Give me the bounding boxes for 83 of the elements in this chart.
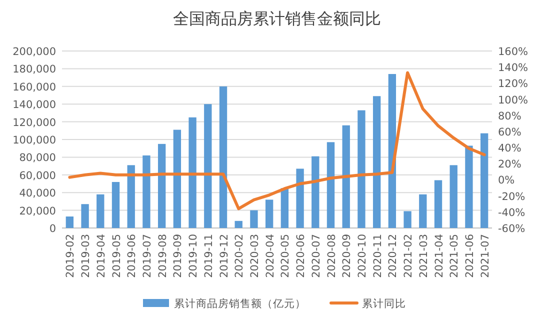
y2-tick-label: 160%: [498, 46, 528, 58]
y2-tick-label: -20%: [498, 190, 526, 203]
legend-label: 累计商品房销售额（亿元）: [174, 297, 306, 310]
line-series: [68, 71, 486, 210]
y-tick-label: 120,000: [12, 116, 56, 129]
x-tick-label: 2019-05: [110, 234, 123, 278]
bar: [265, 200, 274, 228]
bar: [142, 155, 150, 228]
bar: [296, 168, 304, 228]
y-tick-label: 0: [49, 223, 56, 235]
x-tick-label: 2020-04: [264, 234, 276, 278]
bar: [326, 142, 335, 228]
x-tick-label: 2021-05: [448, 234, 461, 278]
bar: [112, 182, 120, 228]
legend-label: 累计同比: [362, 297, 406, 310]
x-tick-label: 2020-06: [295, 234, 308, 278]
x-tick-label: 2019-08: [156, 234, 169, 278]
y2-tick-label: 120%: [498, 78, 528, 90]
x-tick-label: 2021-04: [433, 234, 446, 278]
bar: [280, 188, 289, 228]
x-tick-label: 2020-08: [326, 234, 338, 278]
x-tick-label: 2020-05: [280, 234, 292, 278]
y2-tick-label: 40%: [498, 142, 522, 155]
bar: [404, 211, 412, 228]
bar: [388, 74, 396, 228]
bar: [419, 194, 427, 228]
bar: [219, 86, 228, 228]
bar: [434, 180, 442, 228]
x-tick-label: 2019-04: [95, 234, 108, 278]
y2-tick-label: 20%: [498, 158, 522, 171]
x-tick-label: 2020-07: [310, 234, 322, 278]
x-tick-label: 2019-12: [218, 234, 230, 278]
y2-tick-label: 80%: [498, 110, 522, 122]
bar: [250, 210, 258, 228]
bar: [342, 125, 350, 228]
bar: [188, 117, 196, 228]
y-tick-label: 180,000: [12, 64, 56, 76]
x-tick-label: 2019-11: [202, 234, 215, 278]
x-tick-label: 2020-10: [356, 234, 368, 278]
bar: [358, 110, 366, 228]
y-tick-label: 60,000: [19, 170, 56, 182]
x-tick-label: 2019-02: [64, 234, 77, 278]
bar: [158, 144, 166, 228]
bar: [312, 156, 320, 228]
bar: [66, 216, 74, 228]
bar: [465, 146, 473, 228]
x-tick-label: 2020-09: [341, 234, 354, 278]
x-tick-label: 2019-09: [172, 234, 184, 278]
x-tick-label: 2020-02: [234, 234, 246, 278]
y2-tick-label: -40%: [498, 206, 526, 219]
y2-tick-label: 0%: [498, 174, 515, 187]
y2-tick-label: -60%: [498, 223, 526, 235]
bar: [81, 204, 89, 228]
y-tick-label: 80,000: [19, 152, 56, 164]
x-tick-label: 2021-07: [479, 234, 492, 278]
bar: [96, 194, 104, 228]
y2-tick-label: 140%: [498, 62, 528, 74]
x-tick-label: 2021-03: [418, 234, 430, 278]
y-tick-label: 160,000: [12, 81, 56, 94]
bar: [234, 220, 242, 228]
bar: [204, 104, 212, 228]
x-tick-label: 2020-12: [387, 234, 400, 278]
chart-title: 全国商品房累计销售金额同比: [173, 9, 381, 28]
y-tick-label: 20,000: [19, 205, 56, 218]
y2-tick-label: 100%: [498, 94, 528, 106]
x-tick-label: 2021-06: [464, 234, 476, 278]
y2-tick-label: 60%: [498, 126, 522, 138]
y-tick-label: 40,000: [19, 188, 56, 200]
x-tick-label: 2019-06: [126, 234, 138, 278]
x-tick-label: 2019-10: [188, 234, 200, 278]
bar: [173, 130, 182, 228]
x-tick-label: 2019-03: [80, 234, 92, 278]
bar: [450, 165, 458, 228]
bar: [480, 133, 488, 228]
y-tick-label: 100,000: [12, 134, 56, 146]
x-tick-label: 2019-07: [141, 234, 154, 278]
y-tick-label: 200,000: [12, 46, 56, 58]
x-tick-label: 2020-03: [248, 234, 261, 278]
bar: [127, 165, 135, 228]
y-tick-label: 140,000: [12, 99, 56, 112]
x-tick-label: 2021-02: [402, 234, 415, 278]
bar: [372, 96, 381, 228]
x-tick-label: 2020-11: [372, 234, 384, 278]
